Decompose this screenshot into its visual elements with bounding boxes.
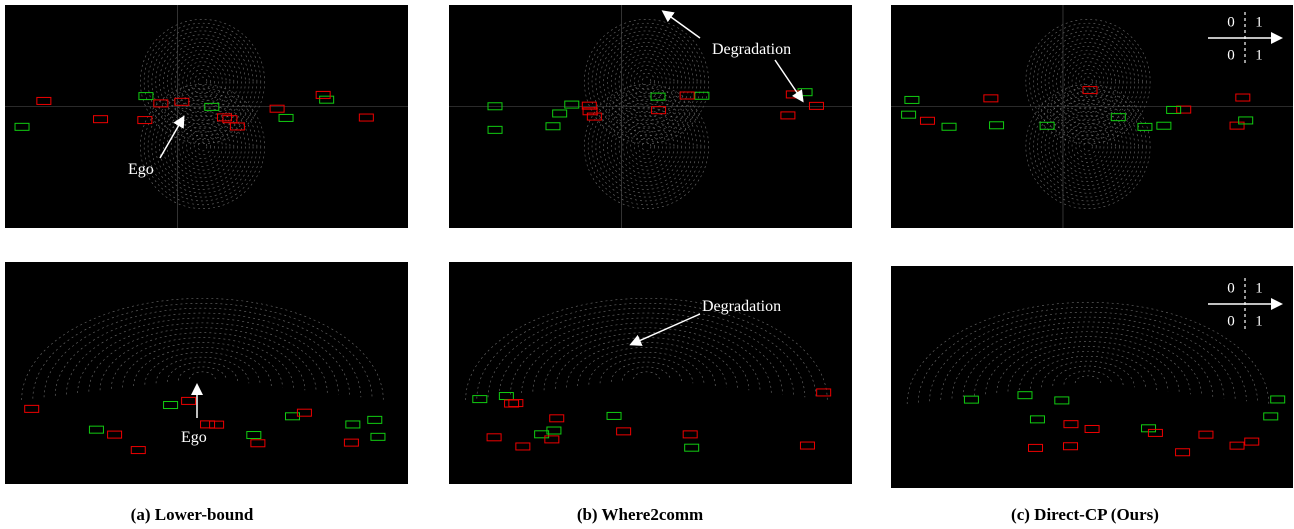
lidar-panel [5, 262, 408, 484]
legend-label: 0 [1227, 47, 1235, 63]
panel-background [449, 262, 852, 484]
annotation: Ego [181, 429, 207, 446]
legend-label: 0 [1227, 280, 1235, 296]
annotation: Degradation [712, 41, 791, 58]
legend-label: 1 [1255, 280, 1263, 296]
annotation: Degradation [702, 298, 781, 315]
legend-label: 1 [1255, 47, 1263, 63]
annotation: Ego [128, 161, 154, 178]
lidar-panel [5, 5, 408, 228]
lidar-panel [449, 5, 852, 228]
legend-label: 0 [1227, 313, 1235, 329]
panel-background [891, 266, 1293, 488]
caption: (c) Direct-CP (Ours) [1011, 505, 1159, 524]
legend-label: 1 [1255, 14, 1263, 30]
panel-background [5, 262, 408, 484]
panels [5, 5, 1293, 488]
figure: Ego Degradation Ego Degradation 0 1 0 1 … [0, 0, 1294, 529]
lidar-panel [449, 262, 852, 484]
lidar-panel [891, 266, 1293, 488]
legend-label: 1 [1255, 313, 1263, 329]
caption: (b) Where2comm [577, 505, 703, 524]
caption: (a) Lower-bound [131, 505, 254, 524]
legend-label: 0 [1227, 14, 1235, 30]
